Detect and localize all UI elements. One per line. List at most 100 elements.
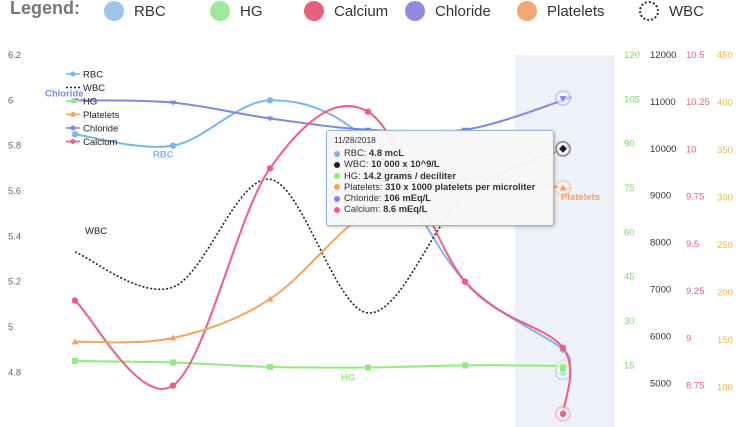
inner-legend-marker (70, 112, 76, 117)
axis-tick-label: 6000 (650, 331, 671, 342)
axis-calcium: 8.75 9 9.25 9.5 9.75 10 10.25 10.5 (686, 50, 710, 392)
series-line (74, 360, 572, 369)
axis-tick-label: 9 (686, 333, 691, 344)
legend-item-calcium[interactable]: Calcium (304, 0, 388, 22)
data-point (266, 97, 274, 104)
tooltip-row: HG: 14.2 grams / deciliter (334, 170, 546, 181)
inner-legend-label: RBC (83, 70, 103, 81)
tooltip-dot (334, 150, 340, 157)
inner-legend-item-calcium: Calcium (66, 137, 117, 148)
inner-legend-label: HG (83, 97, 97, 108)
legend-item-wbc[interactable]: WBC (639, 0, 704, 22)
tooltip-dot (334, 195, 340, 202)
axis-tick-label: 10.25 (686, 97, 710, 108)
inner-legend-marker (70, 98, 76, 104)
tooltip-label: Chloride: (344, 192, 385, 204)
axis-tick-label: 9.25 (686, 286, 705, 297)
legend-label: Platelets (547, 2, 605, 20)
axis-tick-label: 5.6 (8, 186, 21, 197)
legend-swatch (104, 1, 124, 21)
axis-tick-label: 8.75 (686, 381, 705, 392)
axis-tick-label: 120 (624, 50, 640, 61)
legend-bar: Legend: RBC HG Calcium Chloride Platelets WBC (0, 0, 739, 24)
axis-tick-label: 60 (624, 227, 635, 238)
inner-legend-item-rbc: RBC (66, 70, 103, 81)
data-point (266, 295, 274, 302)
legend-label: Calcium (334, 2, 389, 20)
tooltip-dot (334, 173, 340, 180)
axis-tick-label: 5 (8, 322, 13, 333)
inner-legend-item-wbc: WBC (66, 83, 105, 94)
inner-legend-item-chloride: Chloride (66, 124, 118, 135)
axis-tick-label: 5.4 (8, 231, 21, 242)
inner-legend-marker (70, 71, 76, 77)
tooltip-value: 310 x 1000 platelets per microliter (385, 180, 536, 192)
tooltip-value: 106 mEq/L (384, 192, 432, 204)
inner-legend-item-platelets: Platelets (66, 110, 120, 121)
axis-tick-label: 250 (717, 240, 733, 251)
data-point (71, 297, 79, 304)
axis-tick-label: 5000 (650, 378, 671, 389)
series-calcium: Calcium (71, 105, 600, 427)
legend-swatch (210, 1, 230, 21)
tooltip-label: RBC: (344, 147, 370, 158)
tooltip-label: HG: (344, 169, 364, 181)
inner-legend: RBC WBC HG Platelets Chloride Calcium (66, 70, 120, 148)
series-line (74, 96, 572, 134)
axis-tick-label: 75 (624, 183, 635, 194)
axis-tick-label: 9.75 (686, 192, 705, 203)
axis-tick-label: 200 (717, 287, 733, 298)
tooltip-row: RBC: 4.8 mcL (334, 147, 546, 158)
axis-tick-label: 5.2 (8, 277, 21, 288)
axis-tick-label: 4.8 (8, 367, 21, 378)
inner-legend-label: WBC (83, 83, 105, 94)
legend-item-platelets[interactable]: Platelets (517, 0, 605, 22)
tooltip-label: Calcium: (344, 203, 384, 215)
series-label-chloride: Chloride (45, 88, 84, 99)
axis-tick-label: 9.5 (686, 239, 699, 250)
series-label-platelets: Platelets (561, 192, 600, 203)
data-tooltip: 11/28/2018 RBC: 4.8 mcL WBC: 10 000 x 10^… (326, 130, 554, 226)
data-point (364, 108, 372, 115)
data-point (72, 358, 78, 364)
legend-title: Legend: (10, 0, 80, 18)
axis-tick-label: 30 (624, 316, 635, 327)
legend-item-chloride[interactable]: Chloride (405, 0, 491, 22)
axis-wbc: 5000 6000 7000 8000 9000 10000 11000 12000 (650, 50, 676, 389)
data-point (559, 96, 567, 102)
legend-swatch (639, 1, 659, 21)
tooltip-row: Calcium: 8.6 mEq/L (334, 203, 546, 214)
axis-tick-label: 10.5 (686, 50, 705, 61)
axis-tick-label: 7000 (650, 284, 671, 295)
data-point (461, 278, 469, 285)
data-point (169, 334, 177, 341)
inner-legend-item-hg: HG (66, 97, 97, 108)
legend-swatch (517, 1, 537, 21)
series-label-calcium: Calcium (563, 426, 600, 427)
data-point (559, 184, 567, 191)
tooltip-label: WBC: (344, 158, 372, 170)
data-point (169, 382, 177, 389)
axis-tick-label: 450 (717, 50, 733, 61)
tooltip-value: 4.8 mcL (369, 147, 404, 158)
axis-tick-label: 9000 (650, 191, 671, 202)
data-point (266, 165, 274, 172)
data-point (365, 364, 371, 371)
axis-tick-label: 11000 (650, 97, 676, 108)
axis-tick-label: 10 (686, 144, 697, 155)
inner-legend-label: Calcium (83, 137, 117, 148)
tooltip-dot (334, 207, 340, 213)
axis-tick-label: 90 (624, 139, 635, 150)
axis-platelets: 100 150 200 250 300 350 400 450 (717, 50, 733, 393)
legend-label: WBC (669, 2, 704, 20)
tooltip-value: 14.2 grams / deciliter (363, 169, 457, 181)
tooltip-row: WBC: 10 000 x 10^9/L (334, 158, 546, 169)
axis-tick-label: 350 (717, 145, 733, 156)
legend-item-rbc[interactable]: RBC (104, 0, 166, 22)
series-label-wbc: WBC (85, 226, 107, 237)
legend-item-hg[interactable]: HG (210, 0, 263, 22)
axis-tick-label: 15 (624, 360, 635, 371)
series-hg: HG (72, 358, 572, 384)
axis-tick-label: 12000 (650, 50, 676, 61)
data-point (170, 359, 176, 366)
